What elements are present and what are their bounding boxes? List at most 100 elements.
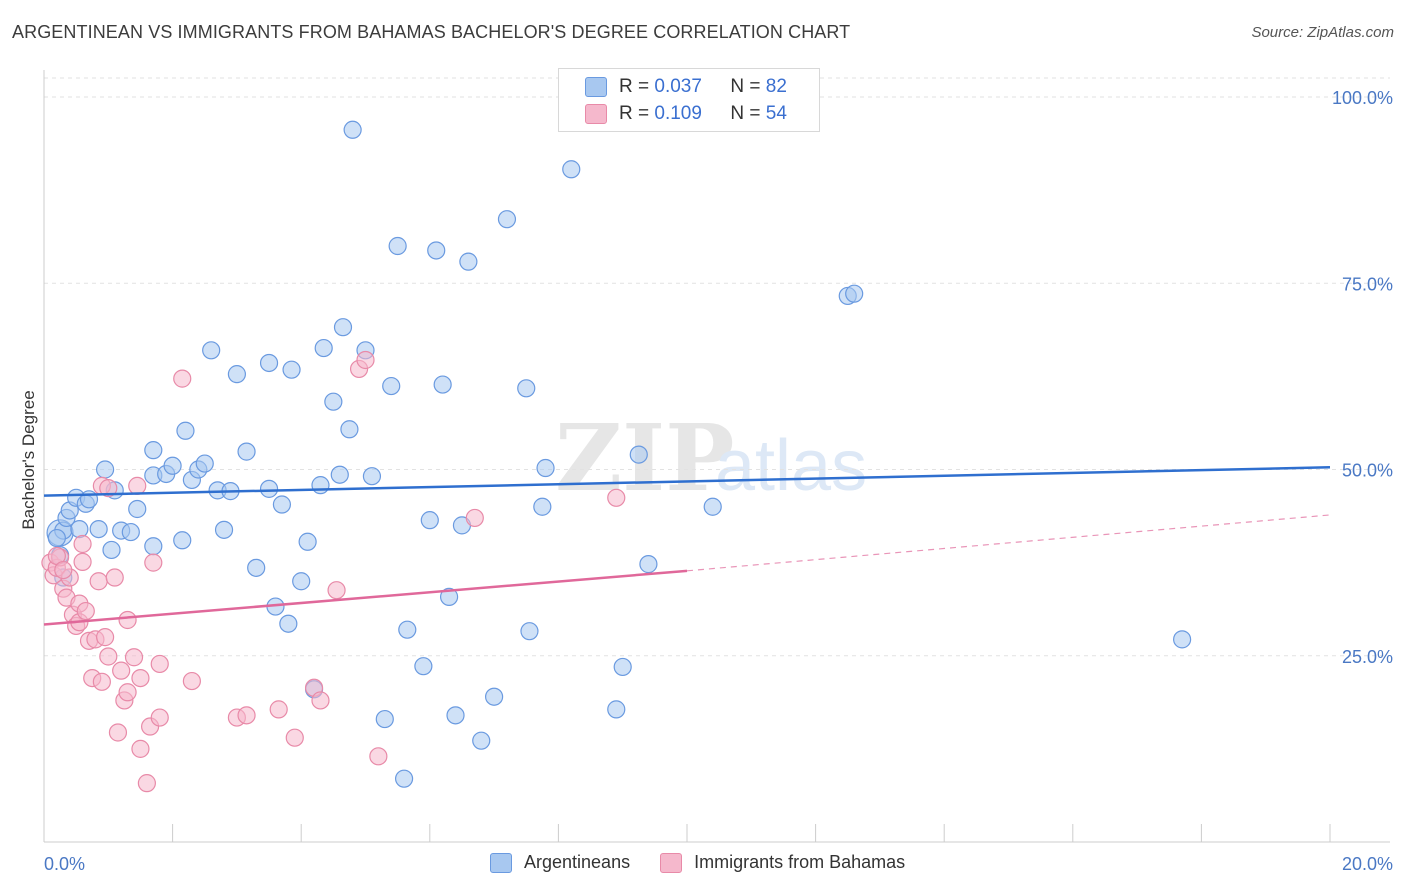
point-bahamas (108, 723, 128, 742)
point-bahamas (137, 774, 156, 793)
n-label: N = (730, 76, 761, 97)
trend-line-bahamas (43, 569, 688, 626)
axes (43, 70, 1390, 843)
point-argentineans (472, 731, 491, 750)
point-argentineans (272, 495, 292, 514)
point-bahamas (465, 508, 484, 528)
point-argentineans (520, 622, 539, 641)
point-argentineans (237, 442, 256, 461)
point-bahamas (54, 560, 73, 580)
point-bahamas (89, 572, 108, 591)
point-bahamas (150, 654, 169, 674)
point-argentineans (607, 700, 626, 719)
point-argentineans (195, 454, 214, 473)
point-argentineans (121, 522, 140, 542)
point-bahamas (76, 601, 95, 621)
legend-swatch-pink (585, 104, 607, 124)
n-value: 82 (765, 76, 787, 97)
point-argentineans (414, 657, 433, 676)
point-bahamas (131, 668, 150, 688)
point-argentineans (845, 284, 864, 303)
correlation-legend: R = 0.037 N = 82 R = 0.109 N = 54 (558, 68, 820, 132)
point-argentineans (47, 528, 66, 548)
point-argentineans (485, 687, 504, 706)
point-bahamas (124, 648, 144, 667)
point-bahamas (150, 708, 169, 727)
point-argentineans (343, 120, 362, 139)
trend-line-argentineans (43, 466, 1331, 497)
legend-label: Immigrants from Bahamas (694, 852, 906, 872)
y-tick-label: 50.0% (1342, 461, 1393, 481)
point-argentineans (144, 537, 163, 556)
point-argentineans (639, 555, 658, 574)
grid (44, 77, 1390, 657)
point-argentineans (439, 587, 459, 606)
legend-item-bahamas: Immigrants from Bahamas (660, 852, 905, 873)
point-bahamas (112, 661, 131, 680)
point-bahamas (105, 568, 124, 587)
y-axis-label: Bachelor's Degree (19, 390, 38, 529)
point-argentineans (330, 465, 349, 484)
point-argentineans (324, 392, 343, 411)
point-argentineans (214, 520, 234, 539)
legend-item-argentineans: Argentineans (490, 852, 630, 873)
point-argentineans (163, 456, 182, 475)
point-argentineans (292, 572, 311, 591)
point-argentineans (282, 360, 301, 379)
point-argentineans (703, 497, 722, 516)
point-argentineans (176, 421, 195, 440)
point-argentineans (247, 558, 266, 577)
point-bahamas (311, 691, 330, 710)
y-tick-label: 100.0% (1332, 88, 1393, 108)
point-argentineans (279, 614, 298, 633)
tick-labels: 25.0% 50.0% 75.0% 100.0% 0.0% 20.0% Bachelor's… (19, 88, 1393, 874)
y-tick-label: 75.0% (1342, 274, 1393, 294)
r-value: 0.109 (654, 103, 702, 124)
r-label: R = (619, 103, 650, 124)
point-argentineans (89, 519, 108, 539)
point-argentineans (202, 341, 221, 360)
point-argentineans (394, 769, 414, 788)
point-argentineans (227, 365, 246, 384)
point-bahamas (118, 683, 137, 702)
point-bahamas (92, 672, 111, 691)
legend-row-bahamas: R = 0.109 N = 54 (585, 101, 787, 127)
point-bahamas (99, 647, 118, 666)
trend-line-bahamas-extension (686, 514, 1331, 572)
point-bahamas (118, 610, 137, 630)
point-argentineans (382, 376, 401, 396)
point-argentineans (259, 479, 279, 498)
point-argentineans (95, 460, 115, 479)
point-bahamas (369, 747, 388, 766)
legend-swatch-pink (660, 852, 683, 873)
point-bahamas (131, 739, 150, 758)
r-value: 0.037 (654, 76, 702, 97)
point-bahamas (99, 479, 118, 498)
point-bahamas (327, 581, 346, 600)
point-argentineans (128, 499, 147, 519)
n-label: N = (730, 103, 761, 124)
legend-swatch-blue (490, 852, 512, 873)
point-argentineans (102, 540, 121, 560)
point-argentineans (311, 476, 330, 495)
source-label: Source: ZipAtlas.com (1251, 24, 1394, 41)
y-tick-label: 25.0% (1342, 647, 1393, 667)
chart-title: ARGENTINEAN VS IMMIGRANTS FROM BAHAMAS B… (12, 22, 851, 42)
point-bahamas (607, 488, 626, 507)
point-argentineans (497, 210, 517, 229)
point-bahamas (144, 553, 163, 572)
trend-lines (43, 466, 1331, 626)
n-value: 54 (765, 103, 787, 124)
point-argentineans (340, 420, 359, 439)
point-argentineans (459, 252, 478, 271)
point-argentineans (259, 353, 279, 373)
point-argentineans (446, 706, 465, 725)
point-argentineans (173, 531, 192, 550)
point-bahamas (285, 728, 304, 747)
point-argentineans (533, 497, 552, 516)
point-bahamas (173, 369, 192, 388)
r-label: R = (619, 76, 650, 97)
point-argentineans (562, 160, 581, 179)
